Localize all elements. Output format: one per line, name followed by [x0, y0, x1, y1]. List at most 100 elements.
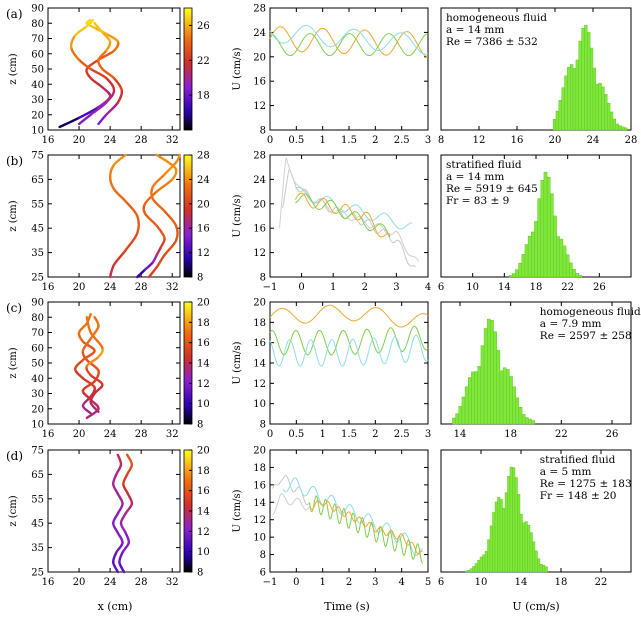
row1-trajectory-colorbar-tick-label: 24	[197, 175, 210, 186]
row2-trajectory-xtick-label: 24	[104, 429, 117, 440]
row2-histogram-bar	[464, 386, 469, 425]
row1-trajectory-trajectory-2-segment	[155, 224, 166, 240]
row1-histogram-bar	[546, 176, 551, 278]
row2-velocity-frame	[269, 301, 429, 425]
row1-trajectory-frame	[47, 154, 181, 278]
row0-histogram-bar	[624, 127, 628, 131]
row2-trajectory-trajectory-3-segment	[97, 346, 104, 359]
row1-velocity-ytick-label: 12	[253, 248, 266, 259]
row1-trajectory-trajectory-3-segment	[174, 224, 179, 242]
row0-trajectory-ytick-label: 80	[31, 19, 44, 30]
row0-histogram-bar	[589, 47, 594, 131]
row0-histogram-bar	[555, 110, 560, 131]
ylabel-velocity: U (cm/s)	[232, 47, 243, 90]
row2-histogram-annotation-line: homogeneous fluid	[540, 306, 641, 318]
row2-trajectory-colorbar-tick-label: 18	[197, 318, 210, 329]
row1-trajectory-xtick-label: 20	[73, 282, 86, 293]
row0-velocity-xtick-label: 0	[267, 135, 273, 146]
row3-trajectory-trajectory-1-segment	[112, 551, 118, 564]
row0-histogram-bar	[561, 87, 565, 131]
row2-velocity-xtick-label: 2.5	[394, 429, 410, 440]
row2-histogram-bar	[477, 365, 482, 425]
row3-histogram-bar	[467, 569, 471, 573]
row3-velocity-series-gray2	[272, 493, 310, 516]
row2-histogram-bar	[455, 413, 459, 425]
row1-trajectory-ytick-label: 65	[31, 175, 44, 186]
row1-velocity-xtick-label: 4	[425, 282, 431, 293]
row0-velocity-series-cyan	[269, 24, 429, 55]
row1-histogram-bar	[575, 272, 579, 278]
row3-velocity-xtick-label: 2	[346, 577, 352, 588]
row2-histogram-bar	[528, 418, 532, 425]
row0-trajectory-ytick-label: 60	[31, 49, 44, 60]
row3-velocity-xtick-label: −1	[263, 577, 278, 588]
row3-histogram-bar	[537, 558, 541, 573]
row0-histogram-xtick-label: 8	[438, 135, 444, 146]
row1-trajectory-trajectory-3-segment	[151, 173, 166, 188]
row1-trajectory-trajectory-1-segment	[112, 187, 127, 203]
row1-trajectory-trajectory-2-segment	[171, 168, 178, 181]
row1-velocity-ytick-label: 24	[253, 175, 266, 186]
row3-histogram-bar	[504, 492, 508, 573]
row2-histogram-xtick-label: 22	[555, 429, 568, 440]
row3-trajectory-ytick-label: 75	[31, 446, 44, 457]
row3-histogram-bar	[479, 556, 483, 573]
panel-label: (c)	[6, 301, 22, 315]
row0-velocity-frame	[269, 7, 429, 131]
row0-histogram-annotation-line: homogeneous fluid	[446, 12, 547, 24]
row1-trajectory-trajectory-2-segment	[151, 253, 158, 264]
row0-histogram-bar	[570, 64, 574, 131]
row3-histogram-bar	[519, 513, 523, 573]
row2-histogram-bar	[509, 376, 513, 425]
row3-histogram-bar	[482, 554, 486, 573]
row2-velocity-xtick-label: 3	[425, 429, 431, 440]
row0-histogram-bar	[618, 125, 622, 131]
row1-trajectory-trajectory-2-segment	[143, 261, 155, 271]
row0-velocity-ytick-label: 8	[260, 126, 266, 137]
row3-trajectory-trajectory-2-segment	[121, 541, 130, 554]
row2-histogram-bar	[490, 320, 494, 425]
row0-trajectory-xtick-label: 28	[135, 135, 148, 146]
row2-velocity-xtick-label: 0.5	[288, 429, 304, 440]
row3-velocity-xtick-label: 5	[425, 577, 431, 588]
row3-trajectory-trajectory-2-segment	[126, 492, 134, 505]
row1-histogram-bar	[537, 198, 541, 278]
row1-histogram-bar	[559, 238, 564, 278]
row2-trajectory-trajectory-2-segment	[93, 316, 100, 328]
row3-histogram-bar	[512, 467, 516, 573]
row1-histogram-bar	[512, 273, 516, 278]
row3-trajectory-trajectory-2-segment	[124, 502, 134, 515]
row3-trajectory-trajectory-1-segment	[112, 482, 120, 496]
row1-trajectory-trajectory-3-segment	[174, 153, 182, 164]
row3-trajectory-colorbar-tick-label: 14	[197, 507, 210, 518]
row2-histogram-bar	[471, 371, 475, 425]
row0-trajectory-ytick-label: 10	[31, 126, 44, 137]
row2-velocity-xtick-label: 0	[267, 429, 273, 440]
row1-histogram-bar	[543, 171, 548, 278]
row2-trajectory-ytick-label: 40	[31, 374, 44, 385]
row0-trajectory-xtick-label: 32	[166, 135, 179, 146]
row0-histogram-xtick-label: 28	[625, 135, 638, 146]
row3-histogram-bar	[529, 532, 533, 573]
ylabel-trajectory: z (cm)	[8, 200, 19, 231]
row1-trajectory-colorbar-tick-label: 8	[197, 273, 203, 284]
row2-trajectory-colorbar-tick-label: 8	[197, 420, 203, 431]
row3-trajectory-trajectory-1-segment	[112, 473, 118, 486]
row1-histogram-bar	[556, 236, 560, 278]
row0-trajectory-trajectory-2-segment	[85, 19, 95, 28]
row0-histogram-bar	[575, 59, 579, 131]
row0-trajectory-xtick-label: 20	[73, 135, 86, 146]
row3-velocity-xtick-label: 1	[319, 577, 325, 588]
row1-trajectory-trajectory-1-segment	[112, 153, 127, 166]
row0-trajectory-trajectory-2-segment	[73, 25, 89, 37]
row3-velocity-ytick-label: 10	[253, 533, 266, 544]
row0-velocity-series-orange	[269, 26, 429, 58]
row1-histogram-bar	[578, 275, 583, 278]
row2-trajectory-ytick-label: 10	[31, 420, 44, 431]
row2-histogram-bar	[521, 414, 526, 425]
row3-trajectory-xtick-label: 28	[135, 577, 148, 588]
row3-histogram-bar	[539, 564, 543, 573]
row3-trajectory-xtick-label: 24	[104, 577, 117, 588]
row1-trajectory-trajectory-3-segment	[147, 266, 158, 279]
